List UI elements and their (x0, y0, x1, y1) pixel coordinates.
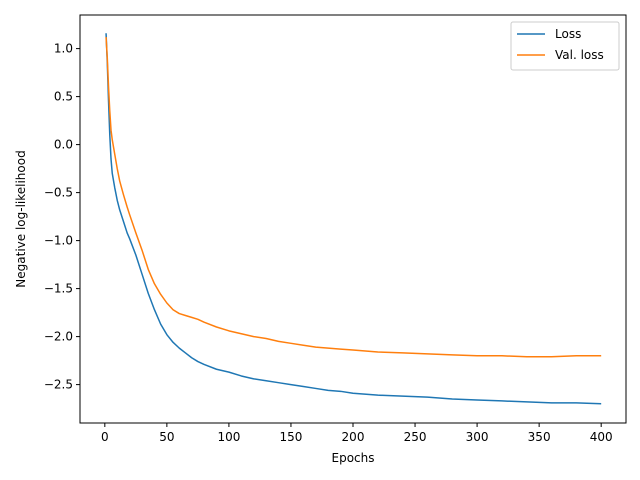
y-tick-label: −0.5 (44, 186, 73, 200)
legend-label: Val. loss (555, 48, 604, 62)
x-tick-label: 350 (528, 430, 551, 444)
series-layer (105, 33, 602, 405)
series-line-val-loss (105, 37, 602, 358)
x-tick-label: 150 (280, 430, 303, 444)
x-axis: 0 50 100 150 200 250 300 350 400 (101, 423, 613, 444)
y-tick-label: −2.5 (44, 378, 73, 392)
y-axis-label: Negative log-likelihood (14, 150, 28, 287)
x-axis-label: Epochs (332, 451, 375, 465)
legend: Loss Val. loss (510, 21, 620, 71)
y-tick-label: −1.0 (44, 234, 73, 248)
y-tick-label: 0.0 (54, 138, 73, 152)
x-tick-label: 100 (217, 430, 240, 444)
y-tick-label: −2.0 (44, 330, 73, 344)
y-tick-label: 1.0 (54, 42, 73, 56)
y-tick-label: −1.5 (44, 282, 73, 296)
legend-label: Loss (555, 27, 581, 41)
y-tick-label: 0.5 (54, 90, 73, 104)
x-tick-label: 400 (590, 430, 613, 444)
x-tick-label: 300 (466, 430, 489, 444)
x-tick-label: 250 (404, 430, 427, 444)
plot-area (105, 33, 602, 405)
x-tick-label: 200 (342, 430, 365, 444)
x-tick-label: 50 (159, 430, 174, 444)
x-tick-label: 0 (101, 430, 109, 444)
y-axis: 1.0 0.5 0.0 −0.5 −1.0 −1.5 −2.0 −2.5 (44, 42, 80, 392)
series-line-loss (105, 33, 602, 405)
